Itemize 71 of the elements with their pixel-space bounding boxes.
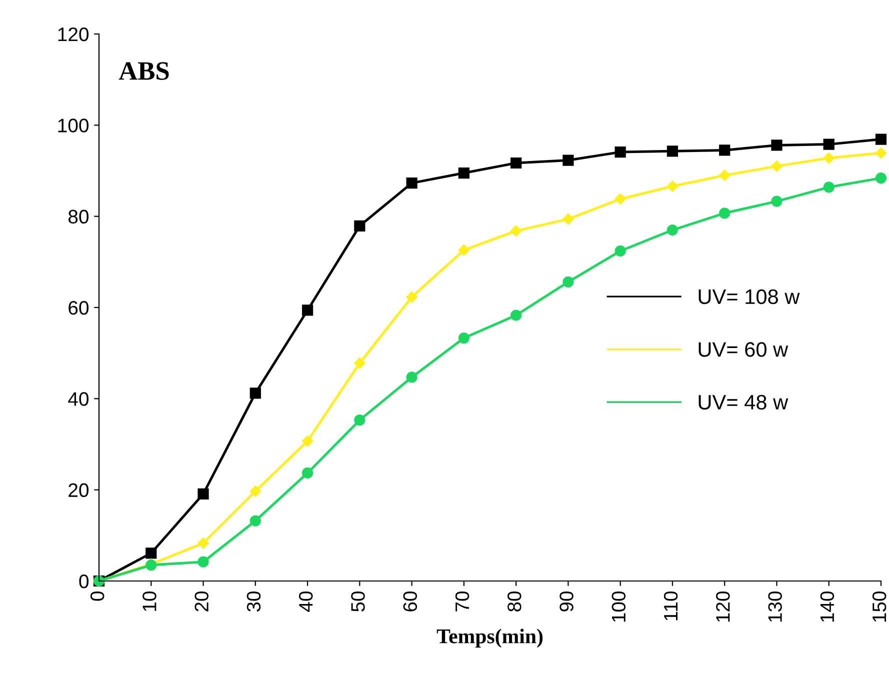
point	[250, 486, 262, 497]
y-tick-label: 80	[68, 210, 89, 224]
x-tick-label: 130	[768, 591, 782, 622]
point	[771, 140, 782, 151]
x-tick-label: 80	[508, 591, 522, 612]
point	[562, 213, 574, 225]
point	[458, 244, 470, 256]
x-tick-label: 150	[872, 591, 886, 622]
legend-label: UV= 108 w	[698, 289, 800, 304]
point	[562, 154, 574, 166]
legend-label: UV= 48 w	[698, 394, 788, 410]
point	[302, 467, 314, 479]
y-tick-label: 40	[68, 392, 89, 406]
point	[406, 178, 418, 189]
point	[458, 167, 470, 179]
point	[719, 208, 730, 219]
point	[510, 225, 522, 237]
point	[614, 146, 626, 158]
x-tick-label: 120	[716, 591, 730, 622]
point	[562, 276, 574, 288]
x-tick-label: 90	[560, 591, 574, 612]
y-axis-title: ABS	[118, 62, 169, 80]
point	[198, 556, 209, 568]
point	[250, 515, 261, 526]
point	[614, 245, 626, 257]
point	[510, 310, 522, 321]
y-tick-label: 0	[79, 574, 89, 588]
point	[666, 146, 678, 157]
x-tick-label: 20	[194, 591, 208, 612]
y-tick-label: 100	[58, 118, 89, 132]
point	[250, 388, 261, 399]
point	[875, 134, 887, 145]
point	[823, 152, 834, 164]
point	[614, 193, 626, 205]
y-tick-label: 60	[68, 300, 89, 315]
y-tick-label: 120	[58, 27, 89, 42]
point	[823, 182, 834, 193]
point	[875, 172, 887, 184]
point	[406, 291, 418, 303]
point	[719, 144, 730, 156]
x-tick-label: 70	[455, 591, 470, 612]
x-tick-label: 140	[820, 591, 834, 622]
point	[823, 138, 834, 150]
x-tick-label: 110	[664, 591, 678, 620]
point	[354, 358, 366, 369]
point	[771, 160, 782, 172]
point	[146, 548, 157, 559]
point	[354, 414, 366, 426]
point	[458, 332, 470, 344]
x-tick-label: 0	[90, 591, 104, 601]
point	[666, 180, 678, 192]
point	[510, 157, 522, 169]
point	[354, 220, 366, 232]
point	[771, 196, 782, 207]
point	[198, 488, 209, 500]
point	[718, 170, 730, 181]
point	[406, 372, 418, 383]
legend-label: UV= 60 w	[698, 342, 788, 357]
point	[198, 538, 209, 549]
x-tick-label: 40	[298, 591, 313, 612]
point	[302, 435, 314, 447]
x-tick-label: 10	[142, 591, 156, 611]
point	[302, 304, 314, 316]
x-tick-label: 30	[246, 591, 261, 612]
x-tick-label: 50	[351, 591, 365, 612]
point	[666, 224, 678, 236]
x-tick-label: 100	[612, 591, 626, 622]
x-tick-label: 60	[403, 591, 418, 612]
x-axis-title: Temps(min)	[436, 628, 543, 648]
point	[875, 147, 887, 159]
y-tick-label: 20	[68, 483, 89, 498]
